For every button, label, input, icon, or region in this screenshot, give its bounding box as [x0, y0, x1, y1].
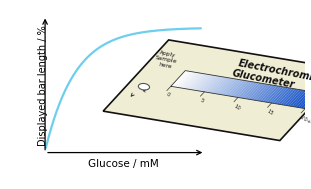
Polygon shape: [236, 81, 253, 98]
Polygon shape: [292, 91, 308, 107]
Polygon shape: [294, 91, 311, 107]
Polygon shape: [238, 82, 255, 98]
Polygon shape: [234, 81, 250, 97]
Polygon shape: [256, 85, 272, 101]
Polygon shape: [287, 90, 304, 106]
Polygon shape: [283, 89, 299, 105]
Polygon shape: [220, 79, 237, 95]
Polygon shape: [301, 92, 311, 108]
Polygon shape: [202, 76, 219, 92]
Text: Glucometer: Glucometer: [231, 68, 295, 90]
Polygon shape: [227, 80, 244, 96]
Polygon shape: [231, 81, 248, 97]
Polygon shape: [260, 85, 277, 101]
Polygon shape: [278, 88, 295, 105]
Polygon shape: [243, 83, 259, 99]
Polygon shape: [296, 91, 311, 108]
Polygon shape: [225, 80, 241, 96]
Polygon shape: [213, 78, 230, 94]
Polygon shape: [254, 84, 270, 100]
Polygon shape: [171, 71, 188, 87]
Polygon shape: [200, 75, 216, 91]
Polygon shape: [216, 78, 232, 94]
Polygon shape: [276, 88, 293, 104]
Polygon shape: [285, 90, 302, 106]
Polygon shape: [209, 77, 225, 93]
Polygon shape: [247, 83, 264, 99]
Polygon shape: [229, 80, 246, 96]
Polygon shape: [182, 72, 199, 88]
Polygon shape: [298, 92, 311, 108]
Polygon shape: [193, 74, 210, 90]
Polygon shape: [281, 89, 297, 105]
Polygon shape: [103, 40, 311, 141]
Polygon shape: [195, 75, 212, 91]
Polygon shape: [198, 75, 214, 91]
Polygon shape: [218, 78, 234, 94]
Polygon shape: [265, 86, 281, 102]
Polygon shape: [207, 77, 223, 93]
Polygon shape: [180, 72, 197, 88]
Polygon shape: [245, 83, 261, 99]
Polygon shape: [178, 72, 194, 88]
Text: Glucose / mM: Glucose / mM: [88, 159, 159, 169]
Text: Displayed bar length / %: Displayed bar length / %: [38, 25, 48, 146]
Polygon shape: [222, 79, 239, 95]
Polygon shape: [262, 86, 279, 102]
Text: 20+  mM: 20+ mM: [300, 114, 311, 131]
Polygon shape: [258, 85, 275, 101]
Ellipse shape: [138, 84, 150, 90]
Polygon shape: [267, 87, 284, 103]
Polygon shape: [204, 76, 221, 92]
Polygon shape: [240, 82, 257, 98]
Polygon shape: [189, 74, 205, 90]
Polygon shape: [274, 88, 290, 104]
Text: Electrochromic: Electrochromic: [237, 59, 311, 84]
Text: 10: 10: [233, 103, 241, 111]
Polygon shape: [175, 71, 192, 87]
Polygon shape: [251, 84, 268, 100]
Polygon shape: [184, 73, 201, 89]
Polygon shape: [191, 74, 208, 90]
Text: 15: 15: [266, 109, 275, 117]
Text: 0: 0: [165, 92, 171, 98]
Polygon shape: [269, 87, 286, 103]
Polygon shape: [272, 87, 288, 103]
Polygon shape: [187, 73, 203, 89]
Polygon shape: [249, 84, 266, 100]
Text: Apply
Sample
here: Apply Sample here: [154, 49, 179, 71]
Polygon shape: [290, 90, 306, 106]
Polygon shape: [303, 93, 311, 109]
Polygon shape: [211, 77, 228, 93]
Polygon shape: [173, 71, 190, 87]
Text: 5: 5: [199, 98, 205, 104]
